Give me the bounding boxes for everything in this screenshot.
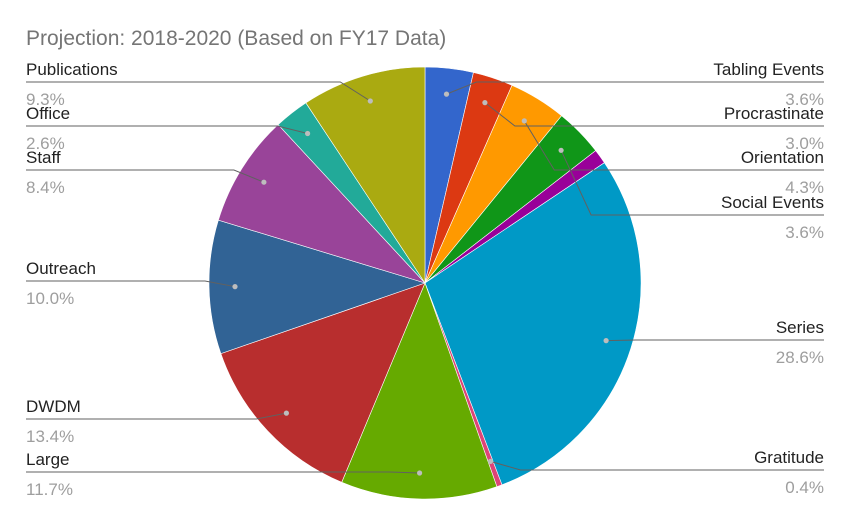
pie-slice-large xyxy=(341,282,498,500)
leader-dot-procrastinate xyxy=(482,100,488,106)
leader-dot-gratitude xyxy=(487,458,494,464)
leader-line-dwdm xyxy=(26,412,287,420)
slice-value-tabling-events: 3.6% xyxy=(785,90,824,109)
slice-label-social-events: Social Events xyxy=(721,193,824,212)
slice-label-large: Large xyxy=(26,450,69,469)
leader-dot-dwdm xyxy=(283,410,289,416)
slice-value-office: 2.6% xyxy=(26,134,65,153)
slice-value-orientation: 4.3% xyxy=(785,178,824,197)
slice-value-publications: 9.3% xyxy=(26,90,65,109)
slice-value-outreach: 10.0% xyxy=(26,289,74,308)
slice-value-series: 28.6% xyxy=(776,348,824,367)
leader-line-procrastinate xyxy=(484,102,824,127)
leader-line-large xyxy=(26,471,420,474)
pie-slice-outreach xyxy=(208,219,426,354)
leader-dot-social-events xyxy=(558,147,564,153)
leader-line-tabling-events xyxy=(446,81,824,95)
leader-dot-staff xyxy=(261,179,267,185)
leader-line-office xyxy=(26,125,308,134)
slice-label-outreach: Outreach xyxy=(26,259,96,278)
leader-dot-large xyxy=(417,470,423,476)
slice-value-procrastinate: 3.0% xyxy=(785,134,824,153)
chart-title: Projection: 2018-2020 (Based on FY17 Dat… xyxy=(26,27,446,50)
slice-label-dwdm: DWDM xyxy=(26,397,81,416)
leader-line-series xyxy=(606,339,824,342)
leader-line-publications xyxy=(26,81,371,102)
slice-label-publications: Publications xyxy=(26,60,118,79)
slice-label-tabling-events: Tabling Events xyxy=(713,60,824,79)
leader-dot-series xyxy=(603,338,609,344)
pie-slices xyxy=(208,66,642,500)
leader-line-staff xyxy=(26,169,265,183)
leader-dot-office xyxy=(305,130,311,137)
pie-slice-dwdm xyxy=(220,282,426,483)
slice-value-large: 11.7% xyxy=(26,480,73,499)
slice-labels: Tabling Events3.6%Procrastinate3.0%Orien… xyxy=(26,60,824,499)
leader-lines xyxy=(26,81,824,476)
slice-label-series: Series xyxy=(776,318,824,337)
leader-dot-orientation xyxy=(521,118,527,124)
leader-dot-outreach xyxy=(232,284,238,290)
leader-line-orientation xyxy=(523,120,824,171)
slice-value-gratitude: 0.4% xyxy=(785,478,824,497)
pie-slice-series xyxy=(424,162,642,486)
leader-dot-tabling-events xyxy=(443,91,450,97)
slice-value-dwdm: 13.4% xyxy=(26,427,74,446)
slice-value-staff: 8.4% xyxy=(26,178,65,197)
pie-slice-staff xyxy=(217,124,426,284)
slice-label-orientation: Orientation xyxy=(741,148,824,167)
pie-slice-publications xyxy=(305,66,426,284)
leader-line-social-events xyxy=(560,150,824,216)
slice-label-office: Office xyxy=(26,104,70,123)
slice-label-gratitude: Gratitude xyxy=(754,448,824,467)
leader-line-gratitude xyxy=(490,460,824,471)
slice-value-social-events: 3.6% xyxy=(785,223,824,242)
slice-label-staff: Staff xyxy=(26,148,61,167)
slice-label-procrastinate: Procrastinate xyxy=(724,104,824,123)
leader-dot-publications xyxy=(367,98,373,104)
leader-line-outreach xyxy=(26,280,236,288)
